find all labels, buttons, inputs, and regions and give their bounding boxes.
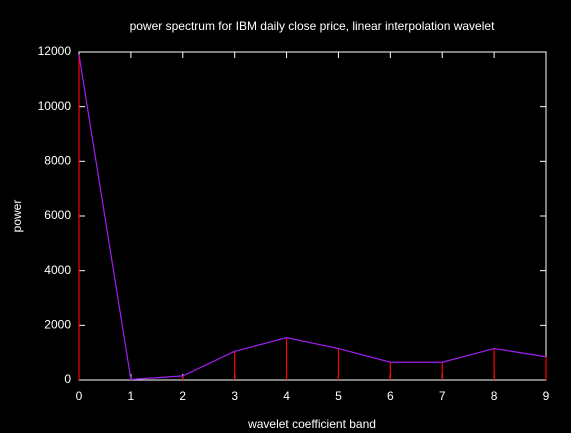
y-tick-label: 8000	[44, 154, 71, 168]
chart-title: power spectrum for IBM daily close price…	[130, 19, 495, 33]
y-tick-label: 0	[64, 372, 71, 386]
y-tick-label: 12000	[38, 44, 72, 58]
x-tick-label: 3	[231, 389, 238, 403]
x-tick-label: 6	[387, 389, 394, 403]
y-tick-label: 4000	[44, 263, 71, 277]
y-tick-label: 6000	[44, 208, 71, 222]
x-tick-label: 4	[283, 389, 290, 403]
x-tick-label: 9	[543, 389, 550, 403]
x-tick-label: 1	[128, 389, 135, 403]
x-tick-label: 7	[439, 389, 446, 403]
x-axis-label: wavelet coefficient band	[247, 417, 376, 431]
y-tick-label: 2000	[44, 318, 71, 332]
y-tick-label: 10000	[38, 99, 72, 113]
x-tick-label: 5	[335, 389, 342, 403]
x-tick-label: 2	[179, 389, 186, 403]
x-tick-label: 0	[76, 389, 83, 403]
plot-border	[78, 51, 547, 381]
x-tick-label: 8	[491, 389, 498, 403]
y-axis-label: power	[10, 200, 24, 233]
data-line	[78, 54, 547, 381]
